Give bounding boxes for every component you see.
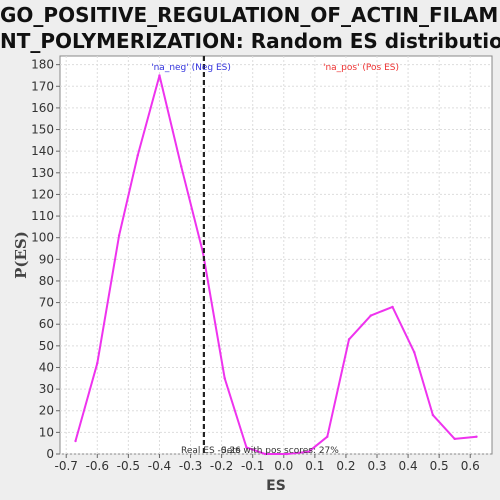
x-axis-label: ES (266, 478, 286, 494)
data-point (96, 361, 99, 365)
x-tick-label: 0.4 (399, 459, 418, 473)
x-tick-label: 0.2 (336, 459, 355, 473)
data-point (475, 435, 478, 438)
x-tick-label: -0.6 (86, 459, 109, 473)
y-tick-label: 90 (39, 252, 54, 266)
y-tick-label: 140 (31, 144, 54, 158)
chart-title: GO_POSITIVE_REGULATION_OF_ACTIN_FILAME N… (0, 2, 500, 54)
data-point (263, 452, 267, 456)
y-tick-label: 120 (31, 187, 54, 201)
y-tick-label: 40 (39, 360, 54, 374)
plot-area (59, 55, 493, 455)
x-tick-label: 0.0 (274, 459, 293, 473)
pos-es-annotation: 'na_pos' (Pos ES) (323, 63, 399, 73)
data-point (326, 435, 329, 438)
y-tick-label: 100 (31, 231, 54, 245)
y-tick-label: 170 (31, 79, 54, 93)
data-point (223, 377, 226, 380)
data-point (180, 165, 183, 168)
data-point (117, 234, 121, 237)
x-tick-label: 0.6 (461, 459, 480, 473)
x-tick-label: -0.3 (179, 459, 202, 473)
pos-fraction-annotation: Sets with pos scores: 27% (221, 446, 339, 456)
y-tick-label: 30 (39, 382, 54, 396)
y-tick-label: 80 (39, 274, 54, 288)
data-point (136, 154, 139, 157)
x-tick-label: -0.7 (55, 459, 78, 473)
y-tick-label: 10 (39, 425, 54, 439)
y-tick-label: 0 (46, 447, 54, 461)
y-tick-label: 130 (31, 166, 54, 180)
y-tick-label: 110 (31, 209, 54, 223)
distribution-line (74, 74, 477, 455)
x-tick-label: -0.5 (117, 459, 140, 473)
y-tick-label: 150 (31, 123, 54, 137)
y-tick-label: 20 (39, 404, 54, 418)
x-tick-label: -0.2 (210, 459, 233, 473)
data-point (347, 338, 351, 341)
real-es-annotation: Real ES -0.26 (181, 446, 241, 456)
data-point (369, 314, 372, 317)
x-tick-label: 0.5 (430, 459, 449, 473)
chart-title-line-1: GO_POSITIVE_REGULATION_OF_ACTIN_FILAME (0, 3, 500, 27)
x-tick-label: 0.1 (305, 459, 324, 473)
data-point (245, 446, 248, 449)
data-point (158, 74, 161, 77)
x-tick-label: -0.1 (241, 459, 264, 473)
data-point (285, 452, 289, 456)
y-tick-label: 50 (39, 339, 54, 353)
chart-title-line-2: NT_POLYMERIZATION: Random ES distributio… (0, 29, 500, 53)
data-point (307, 450, 310, 454)
data-point (74, 439, 77, 443)
data-point (413, 351, 416, 354)
data-point (453, 437, 456, 441)
y-tick-label: 60 (39, 317, 54, 331)
y-tick-label: 180 (31, 58, 54, 72)
x-tick-label: 0.3 (367, 459, 386, 473)
y-tick-label: 160 (31, 101, 54, 115)
y-axis-label: P(ES) (12, 231, 30, 279)
y-tick-label: 70 (39, 296, 54, 310)
data-point (431, 413, 435, 417)
x-tick-label: -0.4 (148, 459, 171, 473)
data-point (391, 305, 394, 309)
neg-es-annotation: 'na_neg' (Neg ES) (151, 63, 231, 73)
